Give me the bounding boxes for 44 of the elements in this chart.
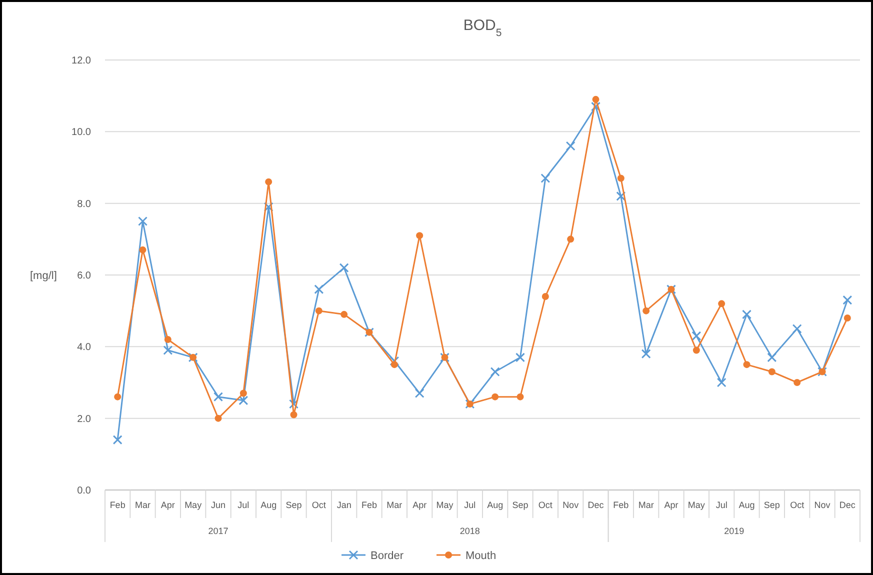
legend-label: Mouth [466,550,496,562]
x-tick-label: Feb [361,500,378,510]
y-tick-label: 12.0 [72,56,92,66]
y-tick-label: 8.0 [77,198,92,210]
x-tick-label: May [688,500,706,510]
x-tick-label: May [184,500,202,510]
x-tick-label: Jul [716,500,728,510]
x-tick-label: Nov [562,500,580,510]
x-tick-label: Oct [312,500,326,510]
x-tick-label: Jul [238,500,250,510]
x-tick-label: Aug [260,500,277,510]
x-tick-label: Nov [814,500,831,510]
y-tick-label: 10.0 [72,127,92,138]
x-tick-label: Apr [664,500,678,510]
x-tick-label: May [436,500,454,510]
x-tick-label: Feb [110,500,126,510]
x-tick-label: Sep [512,500,528,510]
text: 2019 [724,526,744,536]
x-tick-label: Aug [487,500,504,510]
x-tick-label: Oct [538,500,553,510]
x-tick-label: Sep [764,500,780,510]
x-tick-label: Mar [135,500,150,510]
y-tick-label: 6.0 [77,270,92,282]
x-tick-label: Jul [464,500,476,510]
y-axis-title: [mg/l] [30,270,57,282]
x-tick-label: Jan [336,500,352,510]
x-tick-label: Dec [588,500,604,510]
y-tick-label: 4.0 [77,342,92,354]
text: 2017 [208,526,228,536]
x-tick-label: Jun [210,500,226,510]
x-tick-label: Dec [839,500,856,510]
text: 2018 [460,526,480,536]
y-tick-label: 0.0 [77,486,92,496]
x-tick-label: Sep [286,500,302,510]
x-tick-label: Oct [790,500,805,510]
chart-title: BOD$_{5}$ [463,17,502,39]
legend-label: Border [370,550,404,562]
y-tick-label: 2.0 [77,414,92,425]
x-tick-label: Apr [160,500,175,510]
x-tick-label: Apr [412,500,427,510]
x-tick-label: Mar [638,500,654,510]
x-tick-label: Feb [613,500,629,510]
x-tick-label: Mar [386,500,402,510]
x-tick-label: Aug [738,500,755,510]
